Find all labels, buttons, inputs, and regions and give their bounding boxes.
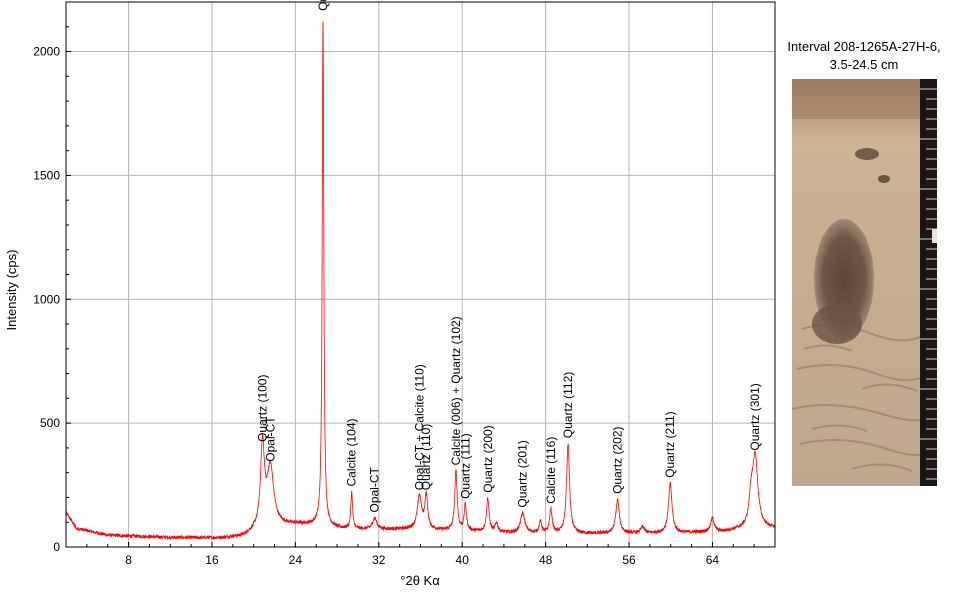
peak-label: Quartz (200) [481, 425, 495, 492]
x-tick-label: 24 [289, 553, 303, 567]
x-tick-label: 48 [539, 553, 553, 567]
y-axis-title: Intensity (cps) [4, 250, 19, 331]
core-photo-caption: Interval 208-1265A-27H-6, 3.5-24.5 cm [787, 39, 941, 72]
y-tick-label: 1500 [33, 168, 60, 182]
peak-label: Calcite (116) [544, 437, 558, 504]
x-tick-label: 56 [622, 553, 636, 567]
x-axis-title: °2θ Kα [400, 573, 440, 588]
peak-label: Quartz (301) [748, 383, 762, 450]
peak-label: Quartz (110) [419, 424, 433, 490]
y-tick-label: 1000 [33, 292, 60, 306]
x-tick-label: 40 [456, 553, 470, 567]
core-section-photo [792, 79, 937, 486]
peak-label: Quartz (100) [256, 375, 270, 442]
peak-label: Quartz (211) [663, 411, 677, 477]
x-tick-label: 32 [372, 553, 386, 567]
y-tick-label: 500 [40, 416, 60, 430]
x-tick-label: 64 [706, 553, 720, 567]
tick-layer: 8 16 24 32 40 48 56 64 0 500 1000 1500 2000 [33, 26, 755, 567]
core-scale-bar [920, 88, 937, 480]
x-tick-label: 16 [205, 553, 219, 567]
peak-label: Quartz (111) [458, 433, 472, 499]
peak-label: Quartz (201) [516, 440, 530, 507]
peak-label: Opal-CT [368, 466, 382, 512]
y-tick-label: 2000 [33, 45, 60, 59]
y-tick-label: 0 [53, 540, 60, 554]
grid-layer [66, 2, 775, 547]
peak-label: Quartz (112) [561, 372, 575, 438]
peak-label: Calcite (006) + Quartz (102) [449, 316, 463, 465]
x-tick-label: 8 [125, 553, 132, 567]
peak-label: Quartz (101) [316, 0, 330, 11]
peak-label: Calcite (104) [345, 418, 359, 486]
spectrum-layer [65, 21, 776, 541]
peak-label: Opal-CT + Calcite (110) [413, 364, 427, 490]
peak-label-layer: Quartz (100)Opal-CTQuartz (101)Calcite (… [256, 0, 763, 513]
xrd-spectrum-line [65, 21, 776, 541]
peak-label: Opal-CT [263, 416, 277, 462]
peak-label: Quartz (202) [611, 427, 625, 494]
